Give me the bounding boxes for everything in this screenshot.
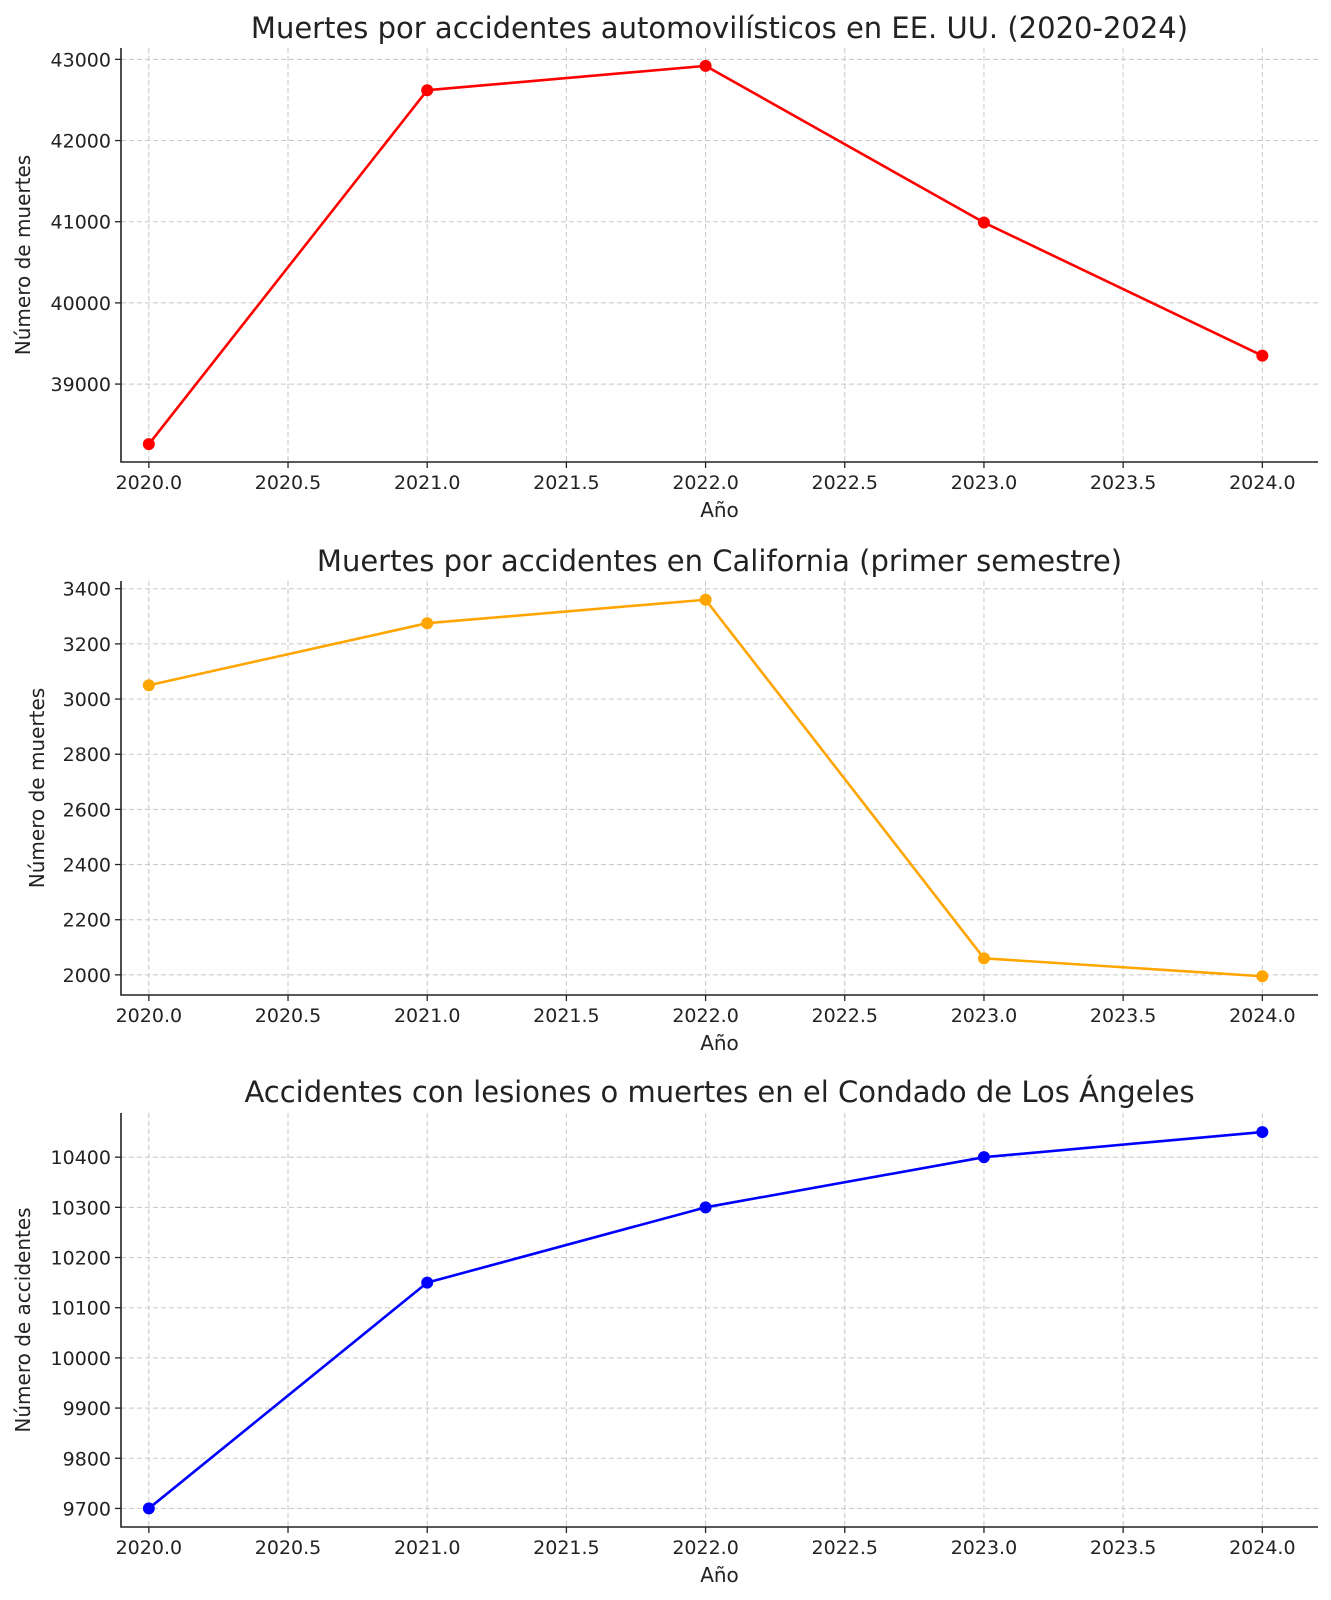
x-tick-label: 2021.5 xyxy=(533,1537,599,1559)
x-tick-label: 2024.0 xyxy=(1229,1005,1295,1027)
x-tick-label: 2020.5 xyxy=(255,472,321,494)
x-tick-label: 2021.0 xyxy=(394,1537,460,1559)
x-tick-label: 2022.0 xyxy=(672,472,738,494)
y-axis-label: Número de muertes xyxy=(11,155,35,355)
y-tick-label: 2600 xyxy=(63,799,111,821)
grid-lines xyxy=(121,48,1318,462)
x-tick-label: 2021.0 xyxy=(394,472,460,494)
x-tick-label: 2022.5 xyxy=(812,1537,878,1559)
y-tick-label: 42000 xyxy=(51,131,111,153)
y-tick-label: 39000 xyxy=(51,374,111,396)
data-point xyxy=(699,59,712,72)
x-tick-label: 2024.0 xyxy=(1229,1537,1295,1559)
y-tick-label: 10200 xyxy=(51,1248,111,1270)
x-axis-label: Año xyxy=(700,498,739,522)
y-tick-label: 10000 xyxy=(51,1348,111,1370)
x-tick-label: 2022.5 xyxy=(812,1005,878,1027)
y-tick-label: 2000 xyxy=(63,965,111,987)
y-tick-label: 3200 xyxy=(63,634,111,656)
data-point xyxy=(421,617,434,630)
x-tick-label: 2024.0 xyxy=(1229,472,1295,494)
y-tick-label: 2400 xyxy=(63,855,111,877)
axes-spine xyxy=(120,48,1318,463)
x-tick-label: 2020.5 xyxy=(255,1005,321,1027)
data-point xyxy=(977,1151,990,1164)
y-tick-label: 41000 xyxy=(51,212,111,234)
data-point xyxy=(1256,1126,1269,1139)
x-tick-label: 2020.5 xyxy=(255,1537,321,1559)
y-tick-label: 9800 xyxy=(63,1448,111,1470)
x-tick-label: 2020.0 xyxy=(116,1537,182,1559)
chart-us-deaths: Muertes por accidentes automovilísticos … xyxy=(11,11,1318,522)
data-point xyxy=(977,952,990,965)
y-tick-label: 40000 xyxy=(51,293,111,315)
chart-california-deaths: Muertes por accidentes en California (pr… xyxy=(25,544,1318,1055)
data-point xyxy=(142,438,155,451)
x-tick-label: 2023.5 xyxy=(1090,1537,1156,1559)
y-tick-label: 10300 xyxy=(51,1197,111,1219)
axes-spine xyxy=(120,581,1318,996)
chart-title: Muertes por accidentes en California (pr… xyxy=(317,544,1122,578)
x-tick-label: 2023.0 xyxy=(951,1537,1017,1559)
data-point xyxy=(142,1502,155,1515)
x-tick-label: 2022.0 xyxy=(672,1005,738,1027)
x-axis-label: Año xyxy=(700,1563,739,1587)
y-tick-label: 10100 xyxy=(51,1298,111,1320)
x-tick-label: 2021.5 xyxy=(533,1005,599,1027)
y-tick-label: 3000 xyxy=(63,689,111,711)
data-point xyxy=(142,679,155,692)
chart-title: Muertes por accidentes automovilísticos … xyxy=(251,11,1188,45)
axes-spine xyxy=(120,1113,1318,1528)
x-tick-label: 2021.0 xyxy=(394,1005,460,1027)
data-point xyxy=(699,1201,712,1214)
x-tick-label: 2020.0 xyxy=(116,1005,182,1027)
chart-la-county-accidents: Accidentes con lesiones o muertes en el … xyxy=(11,1075,1318,1587)
data-point xyxy=(1256,349,1269,362)
x-tick-label: 2021.5 xyxy=(533,472,599,494)
y-axis-label: Número de accidentes xyxy=(11,1207,35,1432)
y-tick-label: 2200 xyxy=(63,910,111,932)
data-point xyxy=(421,1276,434,1289)
data-point xyxy=(977,216,990,229)
x-tick-label: 2023.0 xyxy=(951,1005,1017,1027)
x-tick-label: 2022.0 xyxy=(672,1537,738,1559)
x-tick-label: 2023.0 xyxy=(951,472,1017,494)
data-point xyxy=(1256,970,1269,983)
x-tick-label: 2023.5 xyxy=(1090,472,1156,494)
data-point xyxy=(699,593,712,606)
x-axis-label: Año xyxy=(700,1031,739,1055)
x-tick-label: 2023.5 xyxy=(1090,1005,1156,1027)
y-tick-label: 3400 xyxy=(63,579,111,601)
data-point xyxy=(421,84,434,97)
grid-lines xyxy=(121,1113,1318,1527)
y-tick-label: 9700 xyxy=(63,1498,111,1520)
x-tick-label: 2022.5 xyxy=(812,472,878,494)
grid-lines xyxy=(121,581,1318,995)
x-tick-label: 2020.0 xyxy=(116,472,182,494)
y-tick-label: 2800 xyxy=(63,744,111,766)
y-axis-label: Número de muertes xyxy=(25,688,49,888)
y-tick-label: 9900 xyxy=(63,1398,111,1420)
y-tick-label: 43000 xyxy=(51,49,111,71)
chart-title: Accidentes con lesiones o muertes en el … xyxy=(244,1075,1194,1109)
y-tick-label: 10400 xyxy=(51,1147,111,1169)
